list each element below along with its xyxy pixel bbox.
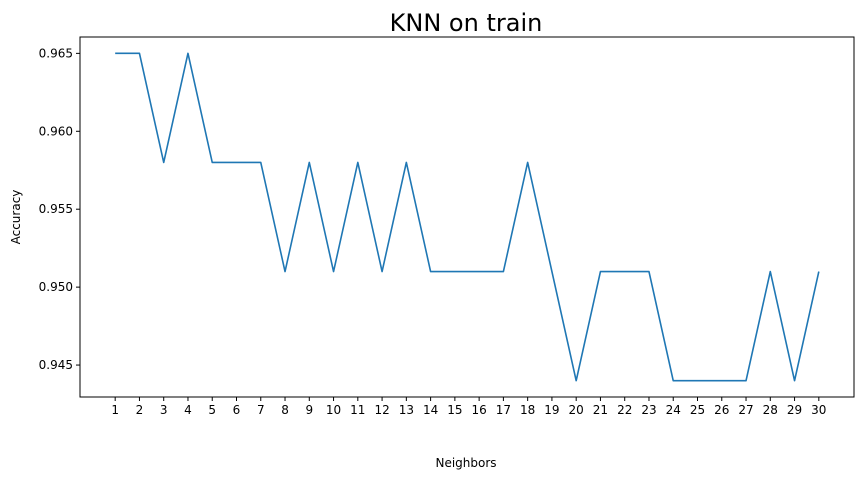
x-tick-label: 21 (593, 403, 608, 417)
y-axis-ticks: 0.945 0.950 0.955 0.960 0.965 (39, 46, 80, 372)
x-tick-label: 2 (136, 403, 144, 417)
x-tick-label: 16 (471, 403, 486, 417)
x-tick-label: 14 (423, 403, 438, 417)
x-tick-label: 19 (544, 403, 559, 417)
y-tick-label: 0.960 (39, 124, 73, 138)
x-tick-label: 5 (208, 403, 216, 417)
x-tick-label: 30 (811, 403, 826, 417)
y-tick-label: 0.945 (39, 358, 73, 372)
x-tick-label: 18 (520, 403, 535, 417)
x-tick-label: 4 (184, 403, 192, 417)
x-tick-label: 29 (787, 403, 802, 417)
x-tick-label: 25 (690, 403, 705, 417)
x-tick-label: 13 (399, 403, 414, 417)
x-tick-label: 7 (257, 403, 265, 417)
x-tick-label: 6 (233, 403, 241, 417)
x-tick-label: 3 (160, 403, 168, 417)
x-tick-label: 26 (714, 403, 729, 417)
x-tick-label: 9 (305, 403, 313, 417)
x-tick-label: 27 (738, 403, 753, 417)
y-tick-label: 0.950 (39, 280, 73, 294)
x-tick-label: 10 (326, 403, 341, 417)
x-tick-label: 24 (666, 403, 681, 417)
x-tick-label: 22 (617, 403, 632, 417)
x-axis-ticks: 1 2 3 4 5 6 7 8 9 10 11 12 13 14 15 16 17 18 19 20 21 22 23 24 2… (111, 397, 826, 417)
x-tick-label: 20 (569, 403, 584, 417)
x-tick-label: 1 (111, 403, 119, 417)
series-group (115, 52, 820, 382)
plot-frame (79, 36, 855, 398)
y-tick-label: 0.965 (39, 46, 73, 60)
x-tick-label: 11 (350, 403, 365, 417)
x-tick-label: 23 (641, 403, 656, 417)
x-tick-label: 8 (281, 403, 289, 417)
x-axis-label: Neighbors (435, 456, 496, 470)
chart-title: KNN on train (390, 9, 543, 37)
y-tick-label: 0.955 (39, 202, 73, 216)
series-line (115, 52, 820, 382)
x-tick-label: 15 (447, 403, 462, 417)
x-tick-label: 12 (374, 403, 389, 417)
x-tick-label: 17 (496, 403, 511, 417)
x-tick-label: 28 (763, 403, 778, 417)
y-axis-label: Accuracy (9, 190, 23, 245)
